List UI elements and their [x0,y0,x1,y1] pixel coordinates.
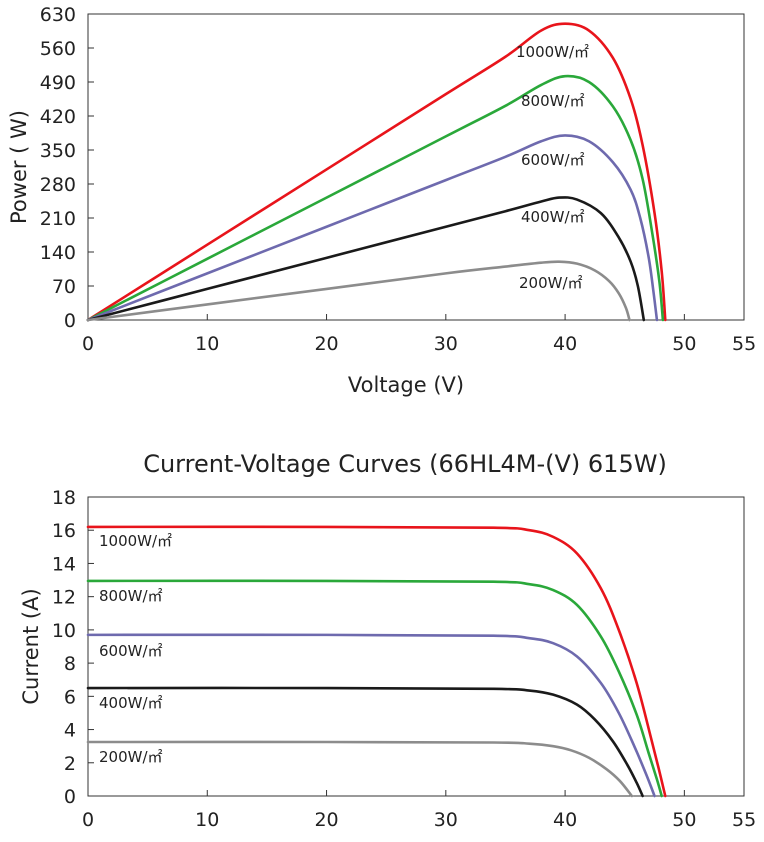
x-tick-label: 10 [195,809,219,831]
series-label: 400W/㎡ [521,208,585,226]
x-tick-label: 55 [732,809,756,831]
chart-title: Current-Voltage Curves (66HL4M-(V) 615W) [143,450,667,478]
series-label: 400W/㎡ [99,694,163,712]
y-tick-label: 70 [52,276,76,298]
series-line-1 [86,22,667,322]
y-axis-title: Power ( W) [7,110,31,224]
x-tick-label: 50 [672,809,696,831]
chart-1: 0 10 20 30 40 50 55 0 70 140 210 280 350 420 490 560 630… [7,4,756,397]
x-tick-label: 20 [314,333,338,355]
x-tick-label: 30 [434,809,458,831]
y-tick-label: 8 [64,653,76,675]
y-tick-label: 560 [40,38,76,60]
chart-2: 0 10 20 30 40 50 55 0 2 4 6 8 10 12 14 16 18 1000W/㎡ 800W/… [19,450,756,831]
x-tick-label: 20 [314,809,338,831]
series-label: 600W/㎡ [99,642,163,660]
y-tick-label: 140 [40,242,76,264]
y-tick-label: 280 [40,174,76,196]
x-tick-label: 40 [553,809,577,831]
y-tick-label: 12 [52,587,76,609]
x-tick-label: 55 [732,333,756,355]
series-line-2 [86,74,665,322]
y-tick-label: 210 [40,208,76,230]
x-tick-label: 50 [672,333,696,355]
y-tick-label: 14 [52,553,76,575]
y-tick-label: 350 [40,140,76,162]
x-tick-label: 0 [82,333,94,355]
series-line-5 [86,740,634,798]
y-tick-label: 18 [52,487,76,509]
series-line-1 [86,525,667,798]
series-line-2 [86,579,663,798]
series-line-3 [86,633,656,798]
y-axis-title: Current (A) [19,588,43,704]
x-tick-label: 30 [434,333,458,355]
y-tick-label: 0 [64,310,76,332]
plot-frame [87,13,745,321]
series-label: 200W/㎡ [99,748,163,766]
y-tick-label: 420 [40,106,76,128]
y-tick-label: 16 [52,520,76,542]
y-tick-label: 6 [64,686,76,708]
series-label: 1000W/㎡ [516,43,589,61]
plot-frame [87,496,745,797]
series-label: 1000W/㎡ [99,532,172,550]
series-label: 200W/㎡ [519,274,583,292]
series-line-5 [86,260,631,322]
y-tick-label: 10 [52,620,76,642]
x-tick-label: 0 [82,809,94,831]
x-tick-label: 10 [195,333,219,355]
series-label: 800W/㎡ [99,587,163,605]
series-line-4 [86,196,646,322]
y-tick-label: 4 [64,720,76,742]
y-tick-label: 630 [40,4,76,26]
series-label: 600W/㎡ [521,151,585,169]
y-tick-label: 490 [40,72,76,94]
series-line-3 [86,134,659,322]
y-tick-label: 0 [64,786,76,808]
y-tick-label: 2 [64,753,76,775]
series-label: 800W/㎡ [521,92,585,110]
x-tick-label: 40 [553,333,577,355]
series-line-4 [86,686,644,798]
x-axis-title: Voltage (V) [348,373,464,397]
